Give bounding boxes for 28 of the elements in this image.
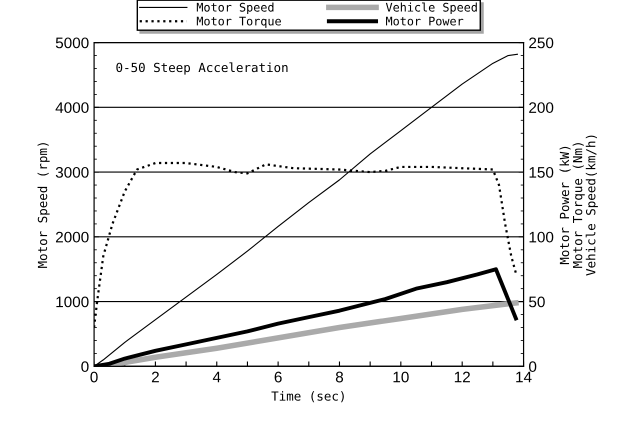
legend-label: Motor Power: [386, 16, 464, 26]
x-tick-label: 8: [336, 372, 344, 382]
legend-label: Vehicle Speed: [386, 2, 477, 14]
y2-tick-label: 250: [529, 37, 554, 48]
legend-label: Motor Speed: [196, 2, 274, 14]
y-tick-label: 1000: [56, 296, 89, 308]
y2-tick-label: 0: [529, 361, 536, 372]
x-tick-label: 4: [212, 372, 221, 382]
y-axis-title: Motor Speed (rpm): [38, 143, 50, 268]
legend-label: Motor Torque: [196, 16, 281, 28]
y2-tick-label: 200: [529, 102, 554, 114]
y-tick-label: 4000: [56, 102, 89, 114]
y2-tick-label: 100: [530, 232, 554, 243]
annotation: 0-50 Steep Acceleration: [116, 62, 288, 75]
x-tick-label: 12: [454, 372, 470, 382]
x-tick-label: 14: [516, 372, 532, 382]
x-tick-label: 10: [394, 372, 409, 382]
x-axis-title: Time (sec): [271, 391, 344, 402]
x-tick-label: 0: [90, 372, 98, 382]
x-tick-label: 2: [152, 372, 159, 382]
y-tick-label: 5000: [56, 37, 89, 48]
y2-tick-label: 150: [530, 166, 554, 178]
y2-axis-title: Motor Power (kW) Motor Torque (Nm) Vehicle Speed(km/h): [560, 136, 598, 276]
y-tick-label: 2000: [56, 232, 89, 243]
y-tick-label: 3000: [56, 166, 89, 178]
y-tick-label: 0: [81, 361, 89, 372]
x-tick-label: 6: [274, 372, 282, 382]
y2-tick-label: 50: [529, 296, 545, 308]
